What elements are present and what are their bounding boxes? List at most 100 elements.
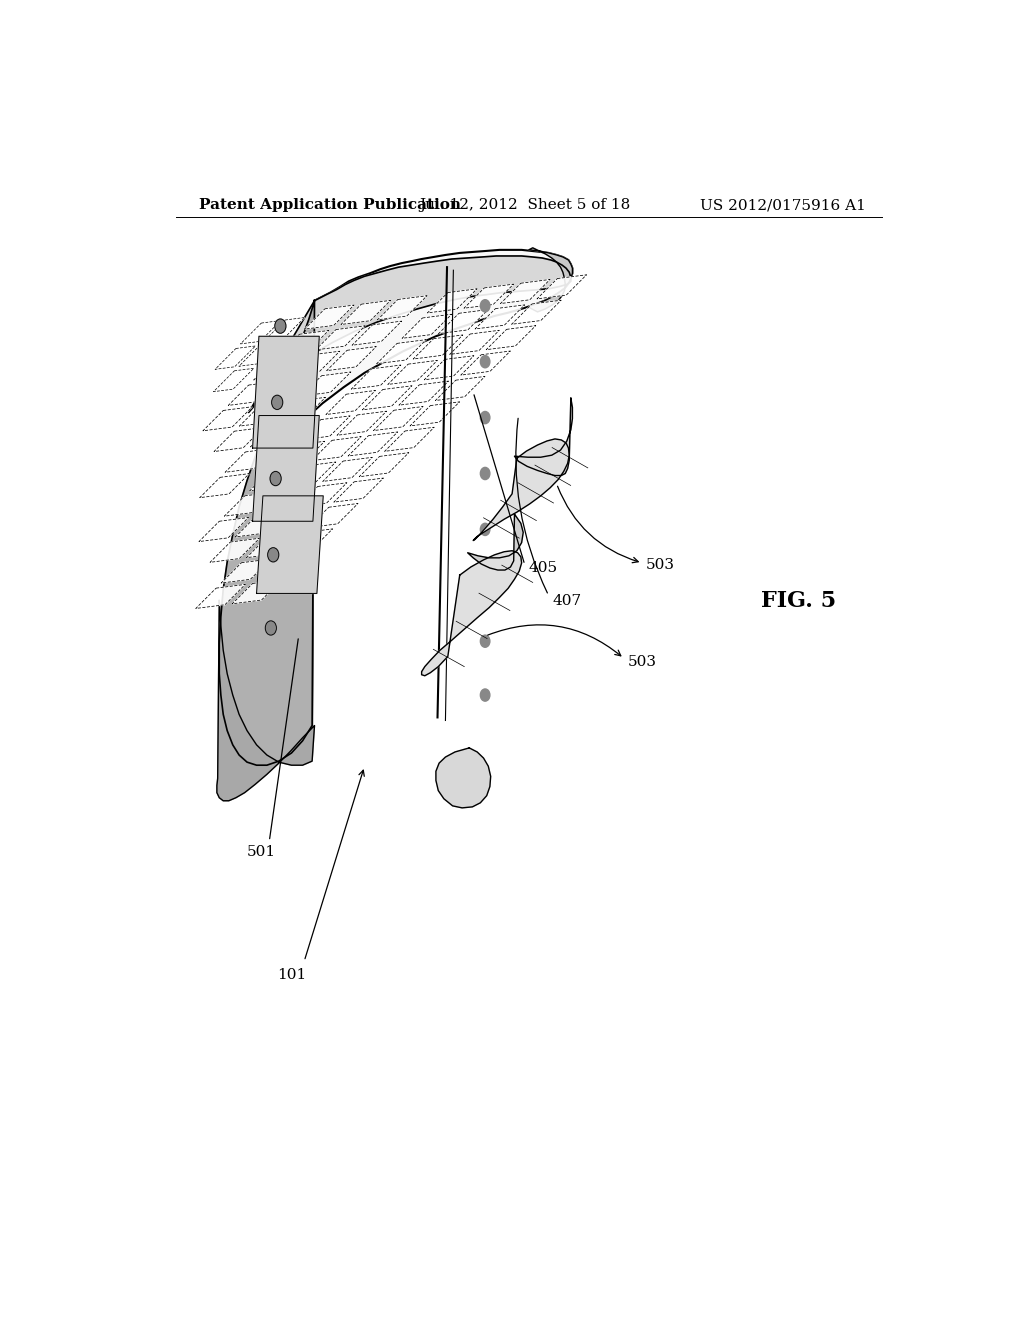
Polygon shape	[351, 366, 400, 389]
Text: 503: 503	[646, 558, 675, 572]
Text: 407: 407	[553, 594, 582, 607]
Polygon shape	[203, 407, 253, 430]
Polygon shape	[272, 508, 322, 532]
Polygon shape	[240, 403, 289, 426]
Polygon shape	[414, 335, 463, 359]
Polygon shape	[410, 401, 460, 426]
Polygon shape	[265, 376, 314, 401]
Polygon shape	[264, 318, 305, 341]
Polygon shape	[326, 391, 376, 414]
Polygon shape	[300, 416, 350, 440]
Polygon shape	[537, 275, 587, 298]
Polygon shape	[402, 314, 452, 338]
Polygon shape	[196, 585, 246, 609]
Polygon shape	[224, 492, 273, 516]
Polygon shape	[362, 385, 412, 409]
Polygon shape	[253, 416, 319, 521]
Polygon shape	[512, 300, 561, 325]
Text: 501: 501	[247, 845, 276, 858]
Polygon shape	[374, 407, 423, 430]
Polygon shape	[241, 321, 281, 345]
Polygon shape	[251, 422, 300, 447]
Text: 503: 503	[628, 655, 657, 668]
Polygon shape	[323, 457, 373, 482]
Polygon shape	[475, 305, 524, 329]
Circle shape	[265, 620, 276, 635]
Polygon shape	[228, 381, 278, 405]
Text: US 2012/0175916 A1: US 2012/0175916 A1	[700, 198, 866, 213]
Polygon shape	[258, 554, 307, 578]
Circle shape	[271, 395, 283, 409]
Polygon shape	[219, 249, 572, 766]
Circle shape	[267, 548, 279, 562]
Polygon shape	[210, 539, 259, 562]
Polygon shape	[304, 305, 354, 329]
Text: Patent Application Publication: Patent Application Publication	[200, 198, 462, 213]
Polygon shape	[215, 346, 255, 370]
Circle shape	[480, 300, 489, 312]
Circle shape	[480, 689, 489, 701]
Polygon shape	[348, 432, 397, 455]
Polygon shape	[232, 579, 282, 603]
Polygon shape	[200, 474, 249, 498]
Polygon shape	[275, 397, 326, 421]
Polygon shape	[280, 330, 329, 355]
Polygon shape	[399, 381, 449, 405]
Polygon shape	[464, 284, 513, 308]
Polygon shape	[378, 296, 427, 319]
Polygon shape	[250, 467, 299, 491]
Polygon shape	[297, 483, 347, 507]
Circle shape	[480, 635, 489, 647]
Polygon shape	[501, 280, 550, 304]
Polygon shape	[214, 428, 263, 451]
Polygon shape	[261, 487, 310, 511]
Circle shape	[480, 412, 489, 424]
Circle shape	[270, 471, 282, 486]
Polygon shape	[217, 601, 314, 801]
Polygon shape	[334, 478, 383, 502]
Polygon shape	[253, 337, 319, 447]
Circle shape	[480, 355, 489, 368]
Polygon shape	[287, 462, 336, 486]
Polygon shape	[236, 513, 285, 537]
Polygon shape	[257, 496, 324, 594]
Polygon shape	[221, 558, 270, 583]
Polygon shape	[435, 376, 485, 400]
Polygon shape	[249, 256, 570, 412]
Polygon shape	[468, 515, 523, 570]
Polygon shape	[422, 550, 521, 676]
Polygon shape	[283, 529, 333, 553]
Polygon shape	[438, 310, 488, 334]
Polygon shape	[254, 356, 303, 380]
Text: 101: 101	[278, 968, 306, 982]
Polygon shape	[225, 449, 274, 473]
Polygon shape	[290, 351, 340, 375]
Polygon shape	[424, 355, 474, 380]
Polygon shape	[528, 248, 572, 312]
Polygon shape	[341, 301, 390, 325]
Polygon shape	[352, 321, 401, 346]
Polygon shape	[308, 503, 358, 528]
Text: 405: 405	[528, 561, 558, 576]
Polygon shape	[461, 351, 510, 375]
Polygon shape	[311, 437, 361, 461]
Polygon shape	[385, 428, 434, 451]
Polygon shape	[377, 339, 426, 364]
Polygon shape	[247, 533, 296, 557]
Polygon shape	[473, 440, 569, 541]
Polygon shape	[199, 517, 249, 541]
Polygon shape	[514, 399, 572, 475]
Polygon shape	[301, 372, 351, 396]
Circle shape	[480, 579, 489, 591]
Polygon shape	[388, 360, 437, 384]
Polygon shape	[450, 330, 500, 354]
Text: FIG. 5: FIG. 5	[761, 590, 837, 611]
Polygon shape	[337, 412, 386, 436]
Polygon shape	[239, 343, 280, 366]
Polygon shape	[315, 326, 366, 350]
Polygon shape	[327, 347, 376, 371]
Circle shape	[480, 523, 489, 536]
Text: Jul. 12, 2012  Sheet 5 of 18: Jul. 12, 2012 Sheet 5 of 18	[419, 198, 631, 213]
Polygon shape	[436, 748, 490, 808]
Circle shape	[480, 467, 489, 479]
